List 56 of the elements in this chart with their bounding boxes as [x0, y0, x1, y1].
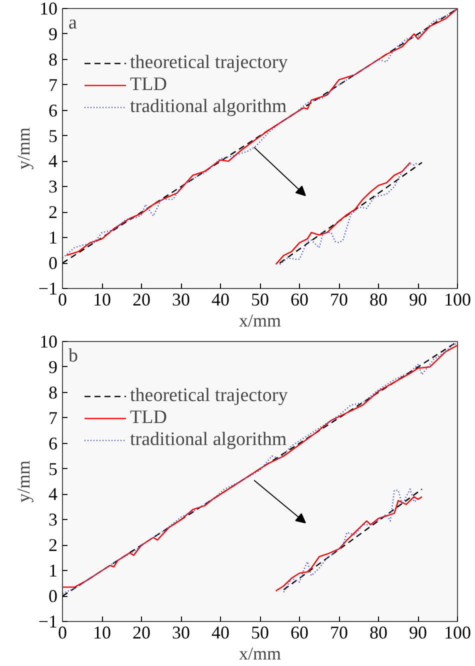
y-tick-label: 7 — [48, 408, 58, 428]
y-tick-label: 9 — [48, 24, 58, 44]
x-axis-title: x/mm — [239, 644, 282, 664]
x-tick-label: 40 — [212, 622, 230, 642]
x-tick-label: 60 — [290, 622, 308, 642]
x-tick-label: 90 — [409, 290, 427, 310]
x-tick-label: 70 — [330, 290, 348, 310]
x-tick-label: 30 — [172, 290, 190, 310]
x-tick-label: 70 — [330, 622, 348, 642]
y-tick-label: 5 — [48, 458, 58, 479]
legend-label: theoretical trajectory — [130, 385, 288, 407]
y-tick-label: −1 — [38, 612, 58, 632]
x-tick-label: 80 — [370, 290, 388, 310]
x-tick-label: 40 — [212, 290, 230, 310]
y-tick-label: 5 — [48, 126, 58, 146]
x-tick-label: 50 — [251, 622, 269, 642]
y-tick-label: 4 — [48, 484, 58, 504]
legend-label: theoretical trajectory — [130, 52, 288, 74]
y-tick-label: 10 — [40, 0, 58, 18]
y-tick-label: 6 — [48, 100, 58, 120]
x-tick-label: 30 — [172, 622, 190, 642]
y-tick-label: 2 — [48, 535, 58, 556]
x-tick-label: 60 — [290, 290, 308, 310]
x-tick-label: 10 — [93, 622, 111, 642]
y-tick-label: 0 — [48, 586, 58, 606]
annotation: a — [68, 12, 78, 34]
x-tick-label: 10 — [93, 290, 111, 310]
y-tick-label: 1 — [48, 228, 58, 248]
x-tick-label: 100 — [444, 622, 471, 642]
x-axis-title: x/mm — [239, 310, 282, 330]
y-tick-label: 2 — [48, 202, 58, 222]
x-tick-label: 20 — [132, 290, 150, 310]
legend-label: TLD — [130, 74, 167, 96]
x-tick-label: 80 — [370, 622, 388, 642]
y-tick-label: 6 — [48, 433, 58, 454]
y-tick-label: −1 — [38, 278, 58, 298]
x-tick-label: 90 — [409, 622, 427, 642]
y-tick-label: 8 — [48, 382, 58, 402]
x-tick-label: 100 — [444, 290, 471, 310]
y-axis-title: y/mm — [13, 460, 34, 502]
y-tick-label: 3 — [48, 176, 58, 197]
y-tick-label: 0 — [48, 253, 58, 274]
annotation: b — [68, 346, 78, 366]
legend-label: TLD — [130, 407, 167, 429]
legend-label: traditional algorithm — [130, 96, 287, 118]
x-tick-label: 20 — [132, 622, 150, 642]
y-tick-label: 7 — [48, 74, 58, 95]
y-tick-label: 8 — [48, 49, 58, 70]
y-axis-title: y/mm — [13, 127, 34, 170]
y-tick-label: 10 — [40, 332, 58, 352]
y-tick-label: 3 — [48, 510, 58, 530]
y-tick-label: 1 — [48, 560, 58, 581]
legend-label: traditional algorithm — [130, 429, 287, 451]
y-tick-label: 4 — [48, 151, 58, 172]
x-tick-label: 50 — [251, 290, 269, 310]
y-tick-label: 9 — [48, 356, 58, 377]
